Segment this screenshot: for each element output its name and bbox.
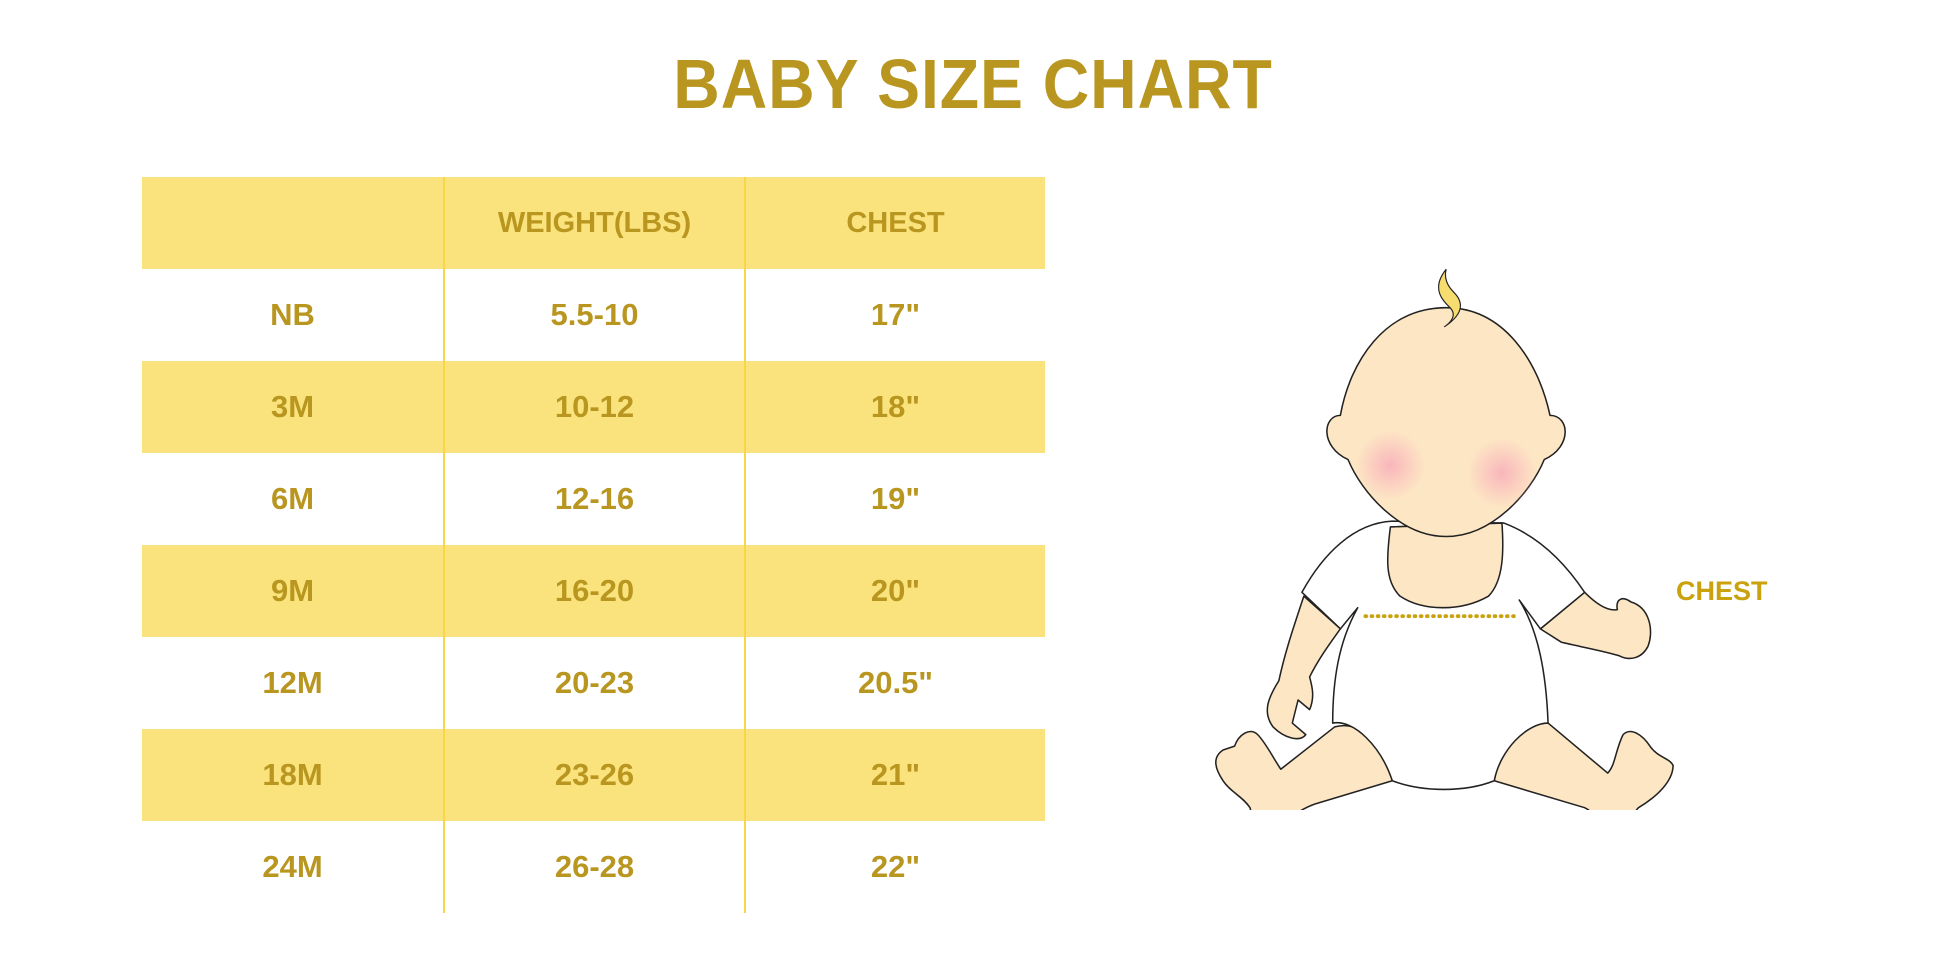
head [1326, 306, 1566, 538]
left-leg [1215, 724, 1394, 810]
onesie [1301, 520, 1586, 791]
weight-cell: 20-23 [443, 637, 744, 729]
table-row: 6M 12-16 19" [142, 453, 1045, 545]
size-cell: 12M [262, 665, 323, 700]
baby-illustration [1215, 268, 1674, 810]
size-cell: 9M [270, 573, 315, 608]
weight-cell: 10-12 [443, 361, 744, 453]
size-table: WEIGHT(LBS) CHEST NB 5.5-10 17" 3M 10-12… [142, 177, 1045, 913]
weight-cell: 5.5-10 [443, 269, 744, 361]
page-title: BABY SIZE CHART [673, 45, 1273, 123]
weight-cell: 23-26 [443, 729, 744, 821]
size-cell: 6M [270, 481, 315, 516]
chest-cell: 21" [744, 729, 1045, 821]
chest-cell: 22" [744, 821, 1045, 913]
size-cell: 3M [270, 389, 315, 424]
size-cell: NB [270, 297, 315, 332]
left-arm [1266, 595, 1342, 740]
right-arm [1539, 591, 1652, 660]
header-size [142, 177, 443, 269]
chest-cell: 18" [744, 361, 1045, 453]
chest-label: CHEST [1676, 576, 1768, 606]
table-row: 24M 26-28 22" [142, 821, 1045, 913]
neck [1386, 522, 1504, 609]
right-cheek-blush [1467, 438, 1537, 508]
size-cell: 18M [262, 757, 323, 792]
table-row: NB 5.5-10 17" [142, 269, 1045, 361]
table-header-row: WEIGHT(LBS) CHEST [142, 177, 1045, 269]
table-row: 12M 20-23 20.5" [142, 637, 1045, 729]
size-cell: 24M [262, 849, 323, 884]
chest-cell: 20" [744, 545, 1045, 637]
weight-cell: 26-28 [443, 821, 744, 913]
table-row: 3M 10-12 18" [142, 361, 1045, 453]
chest-cell: 17" [744, 269, 1045, 361]
weight-cell: 16-20 [443, 545, 744, 637]
chest-cell: 20.5" [744, 637, 1045, 729]
chest-cell: 19" [744, 453, 1045, 545]
right-leg [1493, 722, 1674, 810]
table-row: 9M 16-20 20" [142, 545, 1045, 637]
header-weight: WEIGHT(LBS) [443, 177, 744, 269]
weight-cell: 12-16 [443, 453, 744, 545]
left-cheek-blush [1355, 430, 1425, 500]
header-chest: CHEST [744, 177, 1045, 269]
table-row: 18M 23-26 21" [142, 729, 1045, 821]
